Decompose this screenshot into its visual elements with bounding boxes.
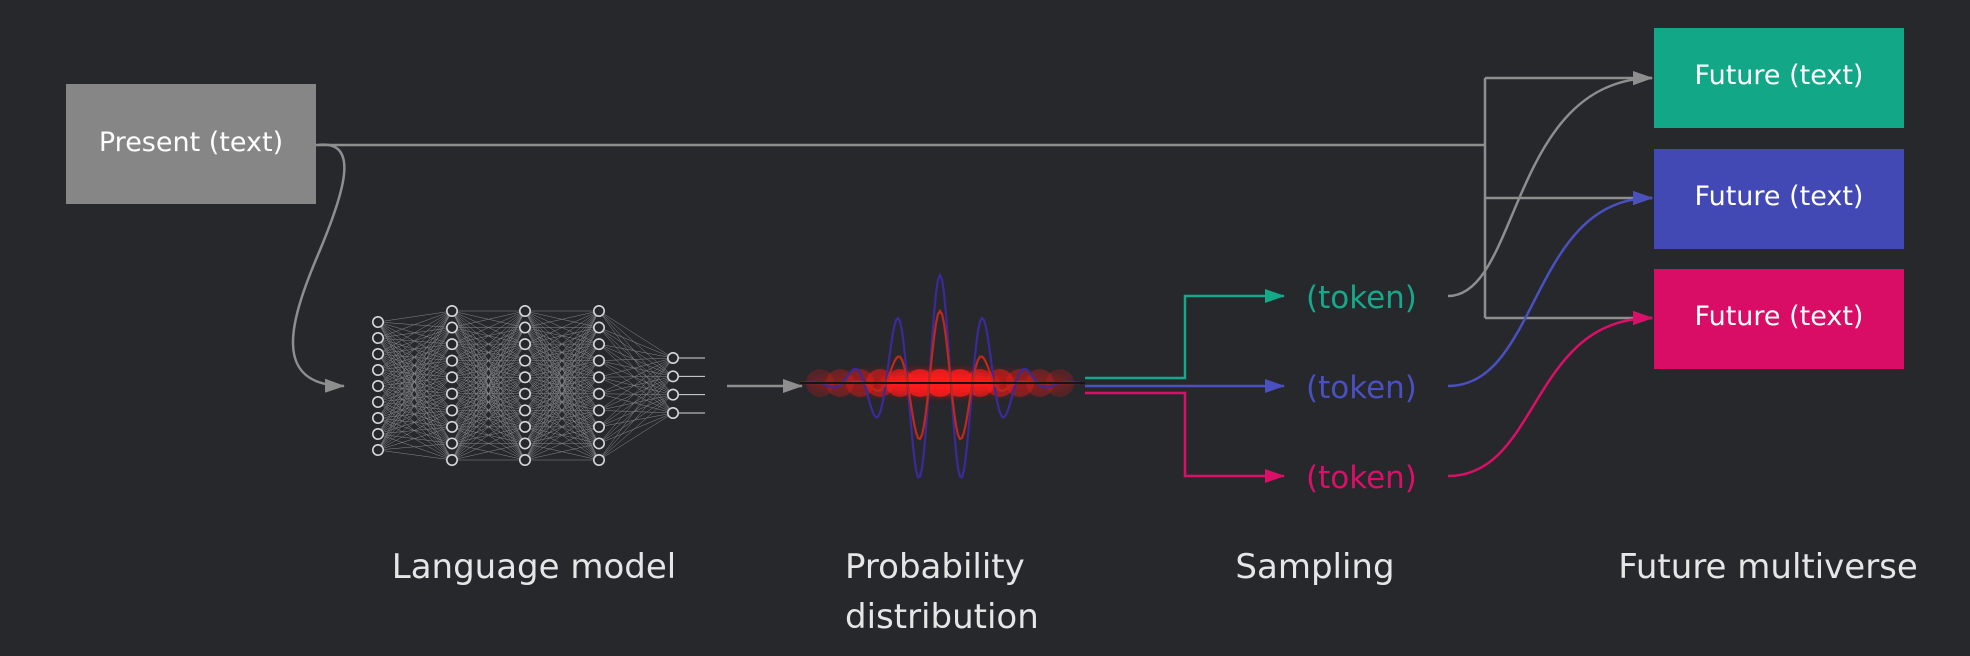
sampling-branch-green	[1085, 289, 1285, 380]
present-to-model-arrow	[291, 143, 346, 393]
token-to-future-curve-green	[1447, 71, 1653, 298]
future-label-pink: Future (text)	[1695, 301, 1864, 332]
token-label-pink: (token)	[1306, 460, 1417, 496]
future-label-blue: Future (text)	[1695, 181, 1864, 212]
stage-label-sampling: Sampling	[1235, 547, 1394, 587]
present-box: Present (text)	[66, 84, 316, 204]
distribution-wave-blue	[799, 272, 1081, 479]
neural-network-icon	[371, 304, 705, 466]
token-label-green: (token)	[1306, 280, 1417, 316]
neural-network-edges	[377, 310, 674, 461]
present-to-future-connector	[316, 71, 1653, 325]
neural-network-outputs	[673, 357, 705, 414]
future-label-green: Future (text)	[1695, 60, 1864, 91]
stage-label-probability-line1: Probability	[845, 547, 1025, 587]
future-box-pink: Future (text)	[1654, 269, 1904, 369]
token-label-blue: (token)	[1306, 370, 1417, 406]
stage-label-language-model: Language model	[392, 547, 676, 587]
future-box-green: Future (text)	[1654, 28, 1904, 128]
stage-label-future-multiverse: Future multiverse	[1618, 547, 1918, 587]
present-label: Present (text)	[99, 127, 283, 158]
token-to-future-curve-blue	[1447, 191, 1653, 388]
future-box-blue: Future (text)	[1654, 149, 1904, 249]
token-to-future-curve-pink	[1447, 311, 1653, 478]
token-to-future-curves	[1447, 71, 1653, 478]
probability-wave-icon	[799, 272, 1085, 479]
stage-label-probability: Probability distribution	[845, 547, 1039, 637]
sampling-branch-pink	[1085, 391, 1285, 483]
sampling-branches	[1085, 289, 1285, 483]
neural-network-nodes	[371, 304, 679, 466]
stage-label-probability-line2: distribution	[845, 597, 1039, 637]
